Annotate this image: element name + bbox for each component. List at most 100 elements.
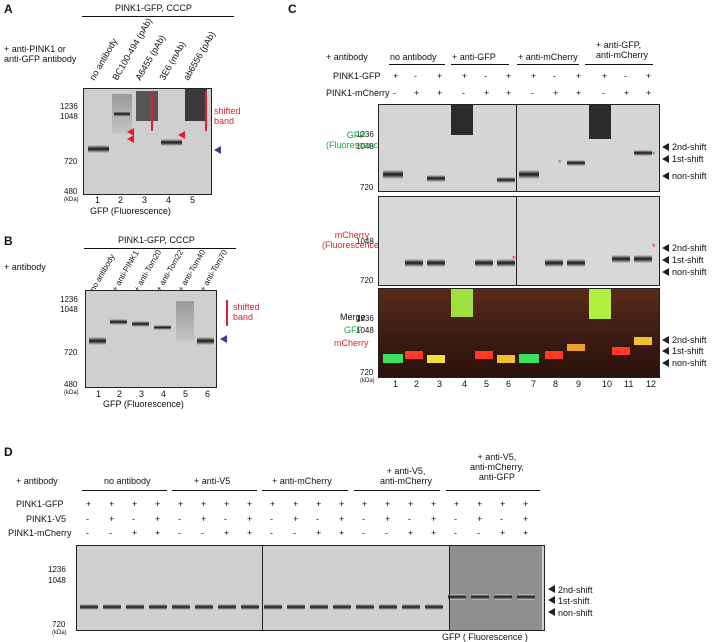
panel-d-band-3 [126,604,144,610]
panel-d-row1-sign-14: + [385,499,391,509]
panel-d-letter: D [4,445,13,459]
panel-d-row2-sign-16: + [431,514,437,524]
panel-d-row1-sign-13: + [362,499,368,509]
panel-a-blue-arrow [214,146,221,154]
panel-d-row3-sign-10: - [293,528,296,538]
panel-d-row2-sign-13: - [362,514,365,524]
panel-d-row3-sign-6: - [201,528,204,538]
panel-a-lane-num-4: 4 [166,195,172,205]
panel-a-lane-label-5: ab6556 (pAb) [181,29,218,82]
panel-c-gel1-divider [516,104,517,192]
panel-c-row2-sign-1: - [393,88,396,98]
panel-c-lane-num-6: 6 [506,379,512,389]
panel-d-group-2: + anti-V5 [194,476,231,486]
panel-d-row2-sign-1: - [86,514,89,524]
panel-c-row2-sign-9: + [576,88,582,98]
panel-d-band-2 [103,604,121,610]
panel-b-gel [85,290,217,388]
panel-a-red-bar-1 [151,91,153,131]
panel-d-row3-sign-16: + [431,528,437,538]
panel-d-marker-1236: 1236 [48,565,66,574]
panel-d-band-7 [218,604,236,610]
panel-d-label-2nd: 2nd-shift [558,585,593,595]
panel-a-header: PINK1-GFP, CCCP [115,3,192,13]
panel-d-row2-sign-12: + [339,514,345,524]
panel-d-row2-sign-17: - [454,514,457,524]
panel-c-sub3-label-non: non-shift [672,358,707,368]
panel-d-group-5-line [446,490,540,491]
panel-a-lane-num-5: 5 [190,195,196,205]
panel-c-red-star-1: * [512,254,516,264]
panel-a-gel [83,88,212,195]
panel-c-row1-sign-12: + [646,71,652,81]
panel-d-divider-1 [262,545,263,631]
panel-c-sub3-label-2nd: 2nd-shift [672,335,707,345]
panel-c-row1-sign-9: + [576,71,582,81]
panel-d-band-12 [333,604,351,610]
panel-c-sub3-arrow-1st [662,347,669,355]
panel-d-kda: (kDa) [52,630,67,636]
panel-d-row1-sign-11: + [316,499,322,509]
panel-d-row3-sign-8: + [247,528,253,538]
panel-c-sub1-label-1st: 1st-shift [672,154,704,164]
panel-c-row2-sign-4: - [462,88,465,98]
panel-a-xlabel: GFP (Fluorescence) [90,206,171,216]
panel-c-sub2-marker-720: 720 [360,276,374,285]
panel-c-sub1-marker-720: 720 [360,183,374,192]
panel-c-row2-sign-12: + [646,88,652,98]
panel-d-row3-sign-18: - [477,528,480,538]
panel-b-marker-720: 720 [64,348,78,357]
panel-b-row-label: + antibody [4,262,46,272]
panel-d-band-15 [402,604,420,610]
panel-a-lane-num-3: 3 [142,195,148,205]
panel-d-row1-sign-15: + [408,499,414,509]
panel-a-header-line [82,16,234,17]
panel-d-row1-sign-7: + [224,499,230,509]
panel-d-row2-sign-8: + [247,514,253,524]
panel-d-group-1-line [82,490,167,491]
panel-c-lane-num-5: 5 [484,379,490,389]
panel-d-row2-sign-19: - [500,514,503,524]
panel-d-row1-sign-12: + [339,499,345,509]
panel-d-row1-sign-16: + [431,499,437,509]
panel-d-row1-sign-19: + [500,499,506,509]
panel-c-row2-sign-8: + [553,88,559,98]
panel-a-marker-1048: 1048 [60,112,78,121]
panel-c-gel2-divider [516,196,517,286]
panel-d-row3-sign-7: + [224,528,230,538]
panel-c-group-2: + anti-GFP [452,52,496,62]
panel-c-group-1: no antibody [390,52,437,62]
panel-c-green-star-1: * [558,158,562,168]
panel-c-lane-num-7: 7 [531,379,537,389]
panel-d-row2-sign-6: + [201,514,207,524]
panel-b-xlabel: GFP (Fluorescence) [103,399,184,409]
panel-c-sub3-label-gfp: GFP [344,325,363,335]
panel-d-row2-sign-14: + [385,514,391,524]
panel-d-band-6 [195,604,213,610]
panel-a-kda: (kDa) [64,197,79,203]
panel-b-shifted-band: shifted band [233,302,260,322]
panel-c-row2-sign-7: - [531,88,534,98]
panel-c-row2-sign-6: + [506,88,512,98]
panel-d-band-9 [264,604,282,610]
panel-d-band-18 [471,594,489,600]
panel-a-row-label: + anti-PINK1 or anti-GFP antibody [4,44,77,64]
panel-d-band-14 [379,604,397,610]
panel-c-sub3-arrow-non [662,359,669,367]
panel-c-row1-sign-10: + [602,71,608,81]
panel-b-lane-num-3: 3 [139,389,145,399]
panel-d-row3-sign-11: + [316,528,322,538]
panel-c-row2-sign-11: + [624,88,630,98]
panel-b-red-bar [226,300,228,326]
panel-c-row2-label: PINK1-mCherry [326,88,390,98]
panel-b-marker-480: 480 [64,380,78,389]
panel-c-sub2-label-2nd: 2nd-shift [672,243,707,253]
panel-c-sub2-label-1st: 1st-shift [672,255,704,265]
panel-c-sub1-arrow-non [662,172,669,180]
panel-c-group-3-line [517,64,579,65]
panel-a-red-bar-2 [205,91,207,131]
panel-c-red-star-2: * [652,242,656,252]
panel-d-row2-sign-5: - [178,514,181,524]
panel-b-letter: B [4,234,13,248]
panel-d-arrow-2nd [548,585,555,593]
